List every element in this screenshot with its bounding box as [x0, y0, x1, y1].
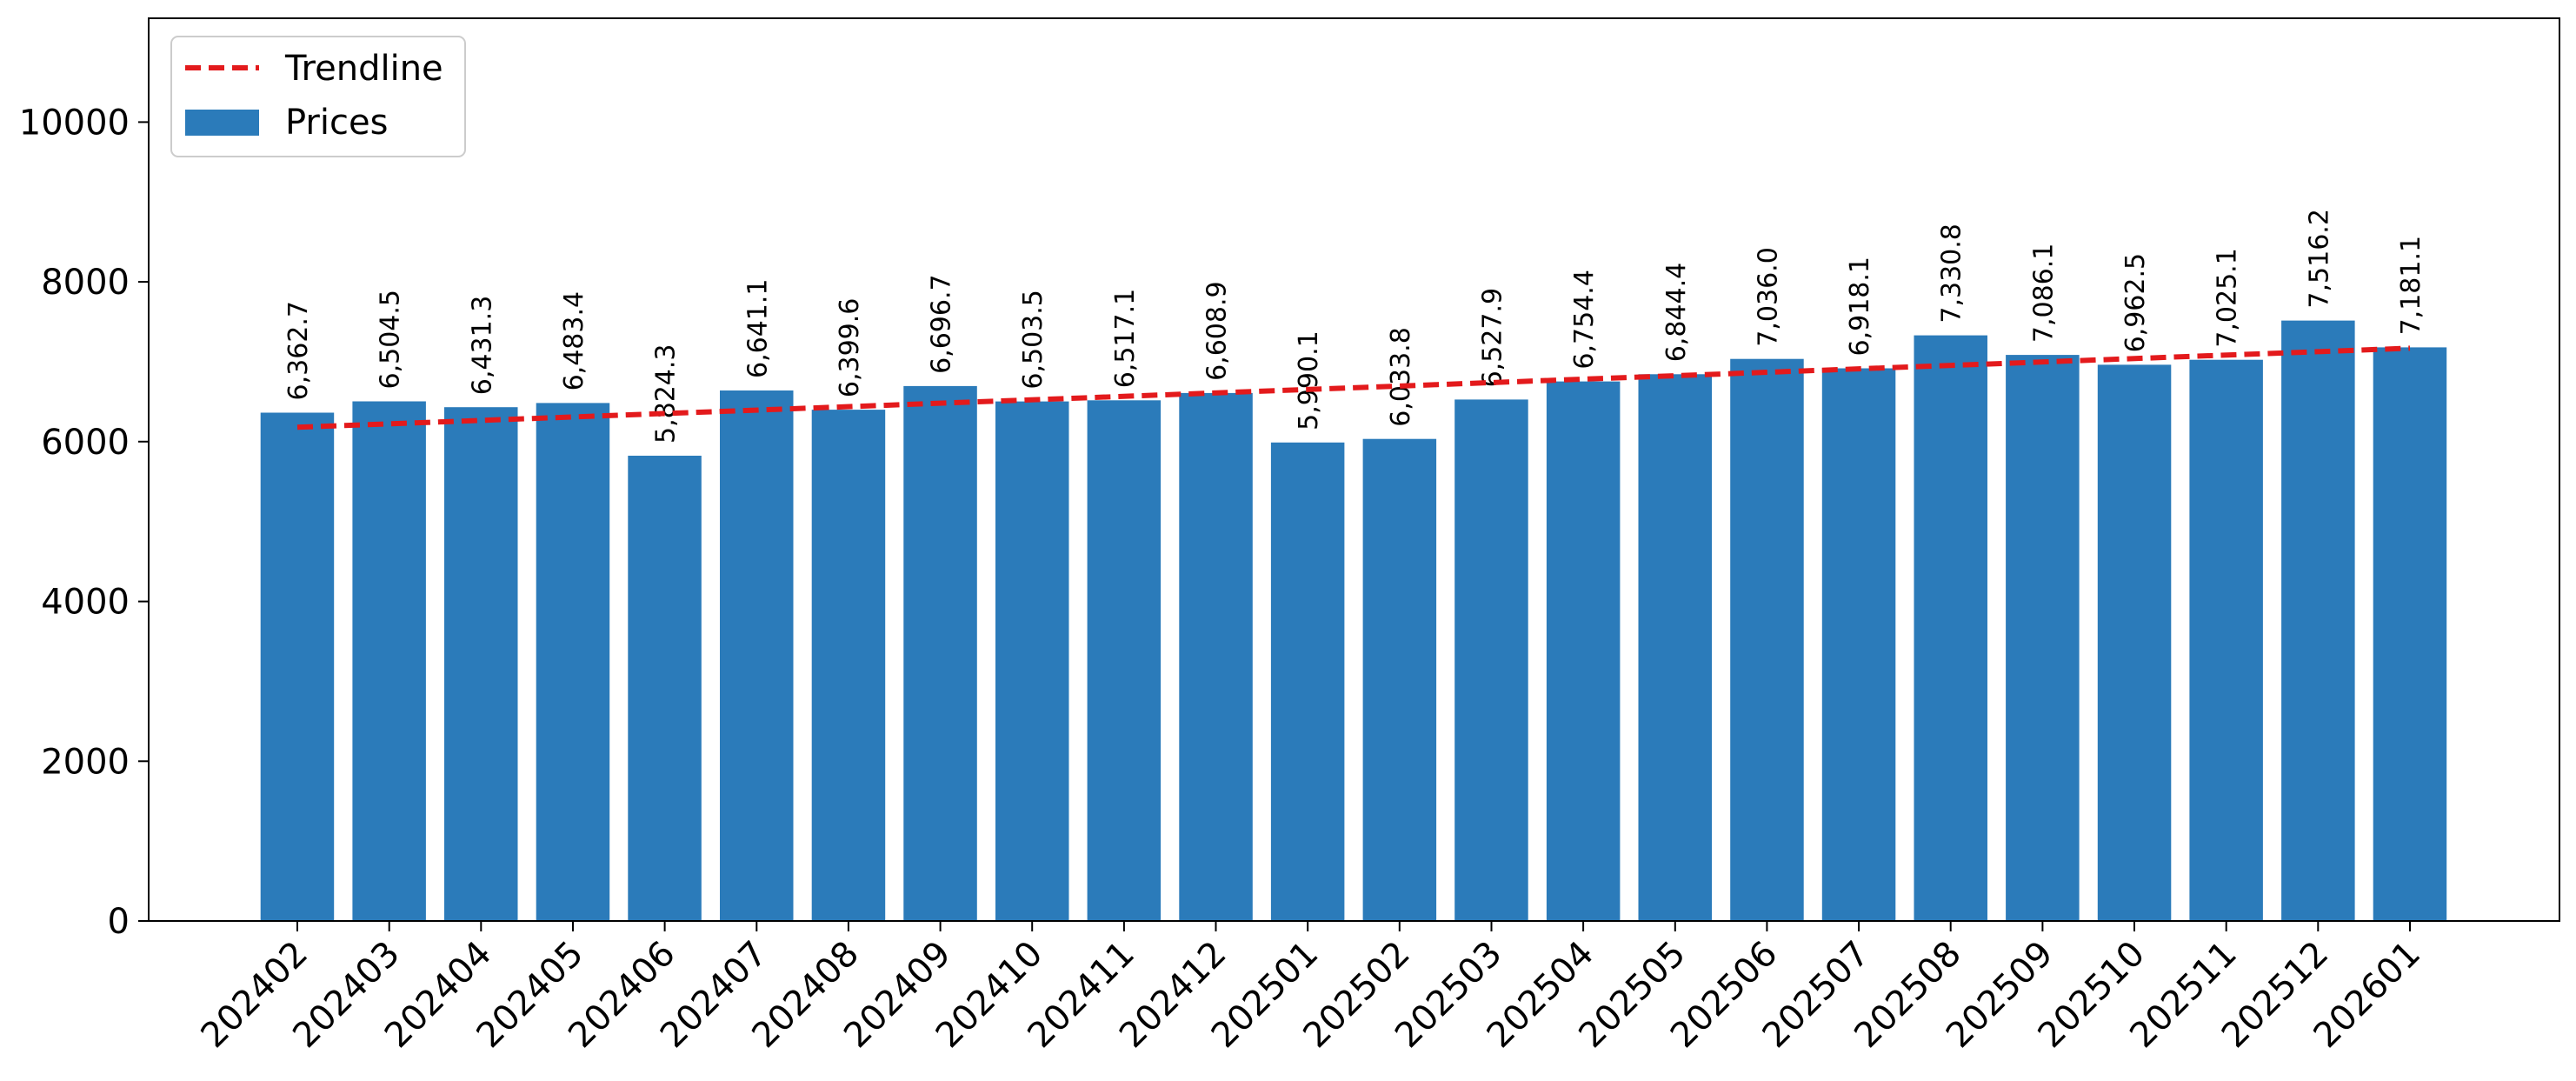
data-label-202405: 6,483.4 — [559, 291, 589, 391]
bar-202502 — [1362, 438, 1437, 921]
data-label-202411: 6,517.1 — [1110, 289, 1141, 389]
y-tick-label-2000: 2000 — [41, 742, 130, 782]
data-label-202511: 7,025.1 — [2213, 248, 2243, 348]
x-axis: 2024022024032024042024052024062024072024… — [194, 921, 2428, 1056]
data-label-202409: 6,696.7 — [927, 274, 957, 374]
bar-202504 — [1546, 381, 1621, 922]
bar-202408 — [811, 410, 886, 922]
bar-202407 — [720, 390, 794, 921]
data-label-202509: 7,086.1 — [2028, 244, 2059, 344]
data-label-202505: 6,844.4 — [1661, 263, 1692, 363]
bar-202402 — [260, 412, 335, 921]
data-label-202508: 7,330.8 — [1937, 224, 1967, 324]
bar-202404 — [444, 407, 518, 921]
trendline-group — [296, 345, 2411, 430]
bar-202412 — [1179, 392, 1253, 921]
bar-202406 — [628, 456, 702, 921]
bar-202505 — [1638, 374, 1712, 921]
bar-202410 — [995, 401, 1069, 922]
bar-202405 — [536, 403, 610, 921]
data-label-202402: 6,362.7 — [283, 301, 314, 401]
data-label-202507: 6,918.1 — [1845, 257, 1875, 357]
data-label-202502: 6,033.8 — [1386, 327, 1416, 427]
trendline — [296, 345, 2411, 430]
y-tick-label-6000: 6000 — [41, 423, 130, 463]
data-label-202510: 6,962.5 — [2120, 253, 2151, 353]
bar-202503 — [1454, 399, 1528, 921]
legend-trendline-label: Trendline — [284, 49, 443, 89]
data-label-202404: 6,431.3 — [467, 296, 497, 396]
bar-202507 — [1821, 368, 1896, 921]
data-label-202412: 6,608.9 — [1202, 281, 1233, 381]
data-label-202406: 5,824.3 — [651, 344, 682, 444]
y-tick-label-8000: 8000 — [41, 263, 130, 303]
bar-202601 — [2373, 347, 2447, 921]
bars-group — [260, 320, 2447, 922]
data-label-202601: 7,181.1 — [2396, 236, 2426, 336]
y-tick-label-10000: 10000 — [19, 103, 130, 143]
bar-202511 — [2189, 359, 2263, 921]
y-tick-label-4000: 4000 — [41, 583, 130, 623]
bar-202510 — [2097, 364, 2172, 921]
bar-202512 — [2281, 320, 2355, 922]
bar-202508 — [1914, 335, 1987, 922]
legend: Trendline Prices — [170, 36, 466, 157]
data-label-202501: 5,990.1 — [1294, 330, 1324, 430]
data-labels-group: 6,362.7 6,504.5 6,431.3 6,483.4 5,824.3 6,641… — [283, 209, 2426, 444]
data-label-202512: 7,516.2 — [2304, 209, 2334, 309]
data-label-202506: 7,036.0 — [1753, 247, 1783, 347]
data-label-202407: 6,641.1 — [742, 278, 773, 378]
legend-prices-swatch — [185, 110, 259, 136]
y-axis: 0 2000 4000 6000 8000 10000 — [19, 103, 149, 942]
data-label-202408: 6,399.6 — [835, 298, 865, 398]
bar-202506 — [1730, 358, 1804, 921]
bar-202411 — [1087, 400, 1162, 921]
data-label-202504: 6,754.4 — [1569, 270, 1600, 370]
y-tick-label-0: 0 — [108, 902, 130, 942]
bar-202409 — [903, 385, 977, 921]
legend-prices-label: Prices — [285, 103, 388, 143]
plot-frame — [148, 17, 2560, 922]
bar-202501 — [1270, 442, 1345, 921]
data-label-202403: 6,504.5 — [376, 290, 406, 390]
data-label-202410: 6,503.5 — [1018, 290, 1048, 390]
bar-202403 — [352, 401, 426, 921]
bar-202509 — [2006, 355, 2080, 922]
data-label-202503: 6,527.9 — [1478, 288, 1508, 388]
